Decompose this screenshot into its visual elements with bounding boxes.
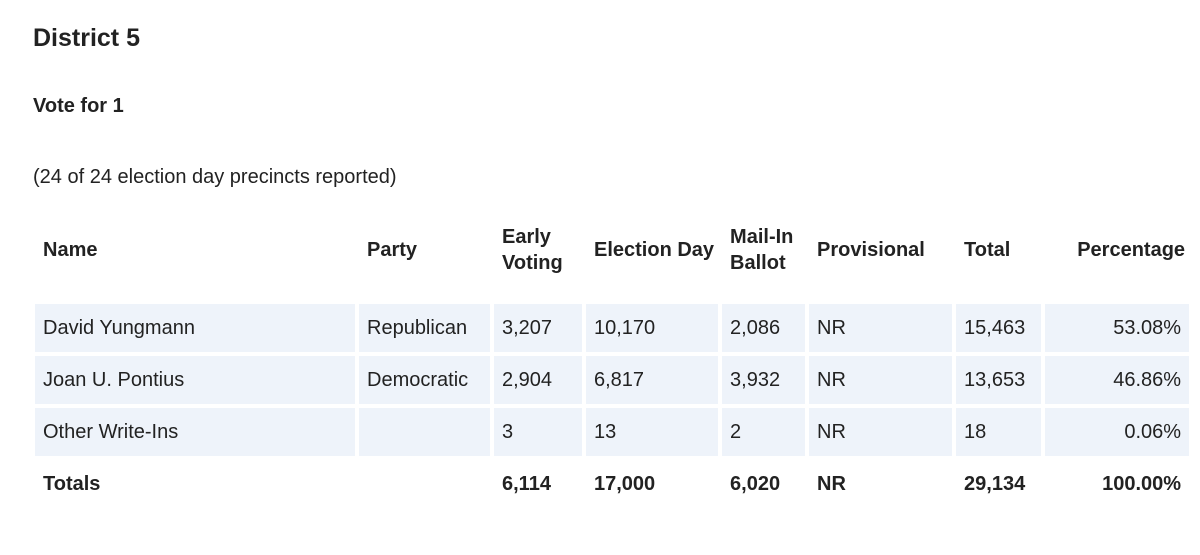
cell: 10,170 [586,304,719,352]
cell: 15,463 [956,304,1042,352]
cell: 2 [722,408,806,456]
column-header: Total [964,239,1011,261]
candidate-row: David Yungmann Republican 3,207 10,170 2,086… [35,304,1190,352]
cell: 18 [956,408,1042,456]
cell: 100.00% [1045,460,1190,508]
cell: Totals [35,460,355,508]
cell: 3,932 [722,356,806,404]
cell: 13 [586,408,719,456]
cell: NR [809,304,953,352]
cell: 53.08% [1045,304,1190,352]
cell: 2,086 [722,304,806,352]
column-header: Percentage [1077,239,1186,261]
cell: 6,020 [722,460,806,508]
cell: 0.06% [1045,408,1190,456]
cell: 3,207 [494,304,582,352]
cell: Republican [359,304,490,352]
precinct-note: (24 of 24 election day precincts reporte… [33,166,397,188]
cell: 46.86% [1045,356,1190,404]
cell: Democratic [359,356,490,404]
cell: 17,000 [586,460,719,508]
column-header: Election Day [594,239,715,261]
cell: 13,653 [956,356,1042,404]
column-header: Provisional [817,239,925,261]
cell: 6,114 [494,460,582,508]
candidate-row: Other Write-Ins 3 13 2 NR 18 0.06% [35,408,1190,456]
cell: 29,134 [956,460,1042,508]
cell: Other Write-Ins [35,408,355,456]
cell: NR [809,460,953,508]
column-header: Mail-In Ballot [730,226,794,274]
cell: 3 [494,408,582,456]
cell: Joan U. Pontius [35,356,355,404]
subtitle: Vote for 1 [33,95,124,117]
column-header: Party [367,239,418,261]
cell [359,460,490,508]
header-row: Name Party Early Voting Election Day Mail-In… [35,204,1189,300]
cell: 2,904 [494,356,582,404]
results-table: Name Party Early Voting Election Day Mail-In… [31,200,1193,512]
candidate-row: Joan U. Pontius Democratic 2,904 6,817 3,932… [35,356,1190,404]
cell: 6,817 [586,356,719,404]
cell: NR [809,356,953,404]
cell: David Yungmann [35,304,355,352]
column-header: Early Voting [502,226,563,274]
totals-row: Totals 6,114 17,000 6,020 NR 29,134 100.00% [35,460,1190,508]
cell: NR [809,408,953,456]
column-header: Name [43,239,98,261]
cell [359,408,490,456]
title: District 5 [33,24,140,52]
